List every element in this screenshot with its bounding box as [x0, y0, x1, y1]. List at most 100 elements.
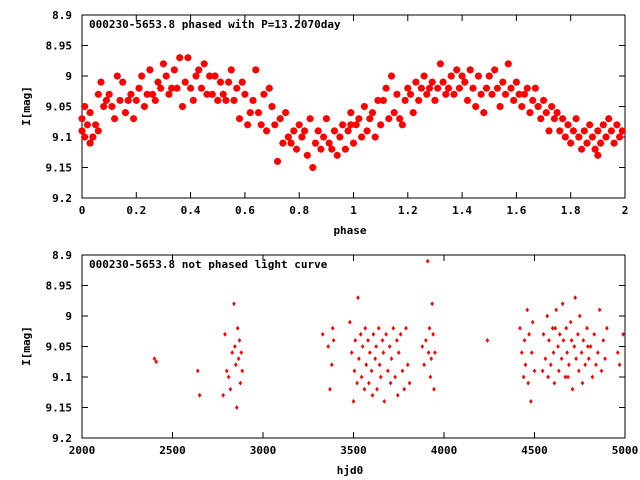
data-point	[607, 127, 616, 135]
data-point	[151, 96, 160, 105]
data-point	[568, 319, 573, 325]
data-point	[140, 102, 149, 111]
data-point	[226, 374, 231, 380]
data-point	[566, 139, 575, 147]
data-point	[192, 72, 200, 80]
data-point	[105, 90, 113, 99]
data-point	[507, 84, 515, 92]
data-point	[569, 338, 574, 343]
bottom-y-tick-label: 9.2	[52, 432, 72, 445]
data-point	[99, 102, 108, 111]
bottom-y-tick-label: 9.1	[52, 371, 72, 384]
data-point	[276, 114, 284, 123]
data-point	[194, 66, 203, 74]
data-point	[94, 127, 103, 135]
data-point	[349, 139, 358, 147]
top-y-tick-label: 9.2	[52, 192, 72, 205]
data-point	[306, 114, 314, 123]
data-point	[319, 133, 328, 141]
data-point	[254, 108, 263, 117]
data-point	[129, 114, 138, 123]
data-point	[235, 405, 239, 410]
data-point	[146, 66, 154, 74]
data-point	[430, 301, 434, 307]
data-point	[558, 331, 562, 337]
data-point	[444, 84, 453, 92]
data-point	[371, 133, 379, 141]
data-point	[314, 127, 322, 135]
data-point	[197, 392, 202, 398]
data-point	[574, 356, 578, 362]
bottom-x-tick-label: 2500	[159, 444, 186, 457]
data-point	[371, 331, 376, 337]
data-point	[393, 374, 397, 380]
data-point	[369, 368, 374, 374]
data-point	[396, 392, 400, 398]
data-point	[439, 78, 447, 86]
data-point	[427, 325, 432, 331]
data-point	[567, 362, 571, 368]
data-point	[377, 362, 382, 368]
data-point	[604, 114, 613, 123]
data-point	[520, 350, 524, 355]
data-point	[170, 66, 179, 74]
data-point	[450, 90, 458, 99]
data-point	[148, 90, 157, 99]
data-point	[362, 386, 367, 392]
data-point	[407, 380, 412, 386]
bottom-x-tick-label: 2000	[69, 444, 96, 457]
data-point	[531, 84, 540, 92]
data-point	[325, 139, 333, 147]
data-point	[400, 368, 405, 374]
data-point	[417, 84, 426, 92]
top-x-tick-label: 1.2	[398, 204, 418, 217]
data-point	[241, 90, 249, 99]
data-point	[236, 356, 241, 362]
data-point	[86, 108, 94, 117]
data-point	[425, 84, 434, 92]
data-point	[364, 362, 368, 368]
top-ticks: 0 0.2 0.4 0.6 0.8 1 1.2 1.4 1.6 1.8 2 8.9 8.95 9 9.05 9…	[46, 9, 629, 217]
data-point	[556, 127, 564, 135]
data-point	[113, 72, 122, 80]
top-y-axis-label: I[mag]	[20, 86, 33, 126]
data-point	[482, 84, 491, 92]
top-y-tick-label: 8.9	[52, 9, 72, 22]
data-point	[121, 108, 130, 117]
data-point	[534, 102, 542, 111]
data-point	[265, 84, 274, 92]
data-point	[219, 90, 227, 99]
bottom-ticks: 2000 2500 3000 3500 4000 4500 5000 8.9 8.95 9 9.05…	[46, 249, 639, 457]
data-point	[523, 84, 532, 92]
data-point	[581, 338, 586, 343]
data-point	[599, 368, 604, 374]
bottom-data-points	[152, 258, 625, 410]
data-point	[425, 258, 430, 264]
bottom-x-tick-label: 5000	[612, 444, 639, 457]
data-point	[566, 374, 570, 380]
data-point	[110, 114, 119, 123]
data-point	[287, 139, 295, 147]
data-point	[550, 325, 555, 331]
data-point	[461, 78, 469, 86]
top-y-tick-label: 9.15	[46, 162, 73, 175]
data-point	[389, 356, 394, 362]
data-point	[124, 96, 132, 105]
data-point	[406, 362, 410, 368]
data-point	[401, 96, 409, 105]
bottom-x-tick-label: 3500	[340, 444, 367, 457]
data-point	[290, 127, 298, 135]
data-point	[363, 325, 368, 331]
data-point	[442, 90, 450, 99]
top-y-tick-label: 9.1	[52, 131, 72, 144]
top-x-tick-label: 0.4	[181, 204, 201, 217]
data-point	[80, 102, 89, 111]
data-point	[463, 96, 472, 105]
data-point	[196, 368, 200, 374]
data-point	[395, 114, 404, 123]
data-point	[520, 90, 529, 99]
data-point	[523, 362, 528, 368]
data-point	[91, 121, 100, 129]
data-point	[83, 121, 92, 129]
data-point	[197, 84, 206, 92]
